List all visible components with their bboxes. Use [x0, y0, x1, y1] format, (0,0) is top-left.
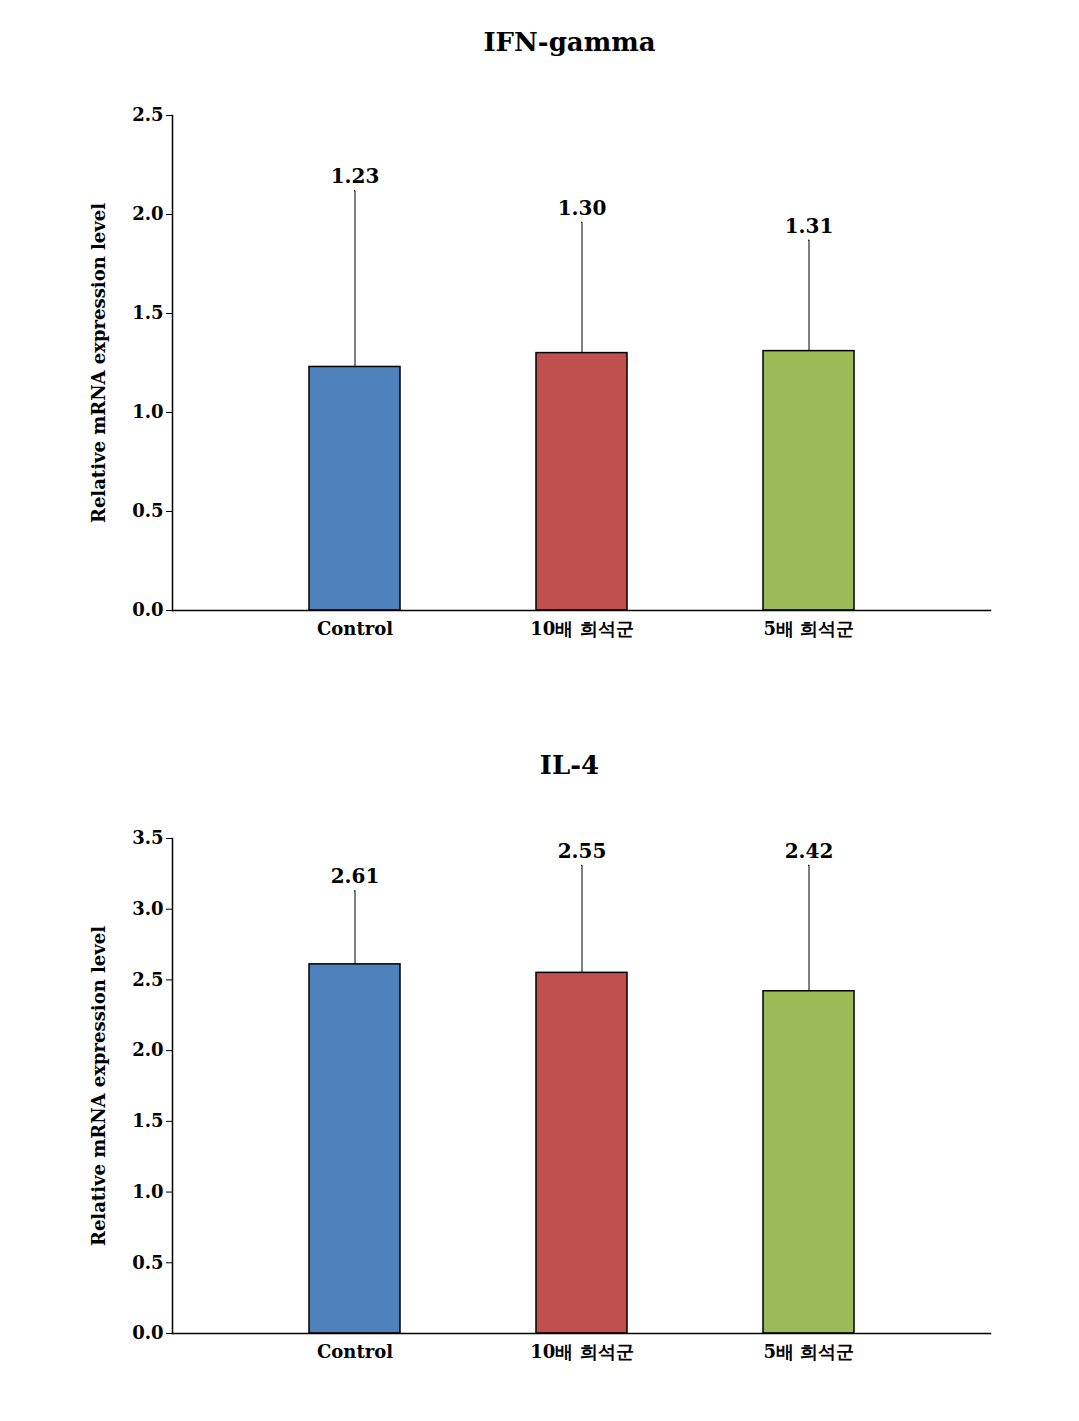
- svg-text:1.30: 1.30: [558, 196, 607, 220]
- svg-text:2.0: 2.0: [132, 203, 163, 224]
- svg-text:0.0: 0.0: [132, 599, 163, 620]
- svg-text:0.5: 0.5: [132, 500, 163, 521]
- html-text:IL-4: IL-4: [539, 750, 600, 780]
- html-text:IFN-gamma: IFN-gamma: [483, 27, 656, 57]
- svg-text:0.0: 0.0: [132, 1322, 163, 1343]
- svg-text:2.42: 2.42: [785, 839, 834, 863]
- svg-text:1.5: 1.5: [132, 1110, 163, 1131]
- svg-text:3.5: 3.5: [132, 827, 163, 848]
- svg-text:Relative mRNA expression level: Relative mRNA expression level: [88, 926, 109, 1246]
- svg-text:5배 희석군: 5배 희석군: [764, 1341, 855, 1362]
- svg-text:5배 희석군: 5배 희석군: [764, 618, 855, 639]
- svg-text:2.55: 2.55: [558, 839, 607, 863]
- svg-text:2.61: 2.61: [331, 864, 380, 888]
- svg-text:2.5: 2.5: [132, 104, 163, 125]
- svg-text:Control: Control: [317, 618, 393, 639]
- svg-text:1.31: 1.31: [785, 214, 834, 238]
- svg-text:10배 희석군: 10배 희석군: [530, 1341, 633, 1362]
- svg-text:Control: Control: [317, 1341, 393, 1362]
- svg-text:1.0: 1.0: [132, 1181, 163, 1202]
- svg-text:1.23: 1.23: [331, 164, 380, 188]
- svg-text:2.5: 2.5: [132, 969, 163, 990]
- svg-text:3.0: 3.0: [132, 898, 163, 919]
- svg-text:Relative mRNA expression level: Relative mRNA expression level: [88, 203, 109, 523]
- svg-text:2.0: 2.0: [132, 1039, 163, 1060]
- svg-text:1.5: 1.5: [132, 302, 163, 323]
- svg-text:0.5: 0.5: [132, 1252, 163, 1273]
- svg-text:10배 희석군: 10배 희석군: [530, 618, 633, 639]
- svg-text:1.0: 1.0: [132, 401, 163, 422]
